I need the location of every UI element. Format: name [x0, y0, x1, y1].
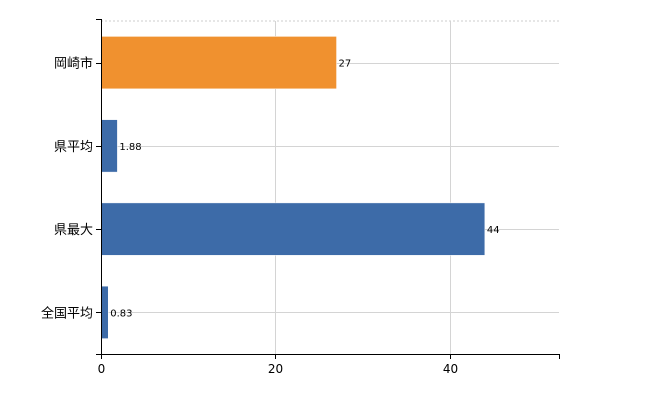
x-tick-label-0: 0 — [98, 362, 106, 376]
category-label-0: 岡崎市 — [54, 56, 93, 72]
bar-0 — [100, 36, 337, 90]
value-label-3: 0.83 — [110, 308, 132, 319]
value-label-1: 1.88 — [119, 142, 141, 153]
category-label-1: 県平均 — [54, 140, 93, 155]
axis-layer — [96, 19, 560, 359]
category-label-2: 県最大 — [54, 223, 93, 238]
bar-3 — [100, 285, 109, 339]
value-label-2: 44 — [487, 225, 500, 236]
category-label-3: 全国平均 — [41, 305, 93, 321]
value-label-0: 27 — [339, 59, 352, 70]
label-layer: 27 岡崎市 1.88 県平均 44 県最大 0.83 全国平均 0 20 40 — [41, 56, 500, 376]
bar-2 — [100, 202, 486, 256]
bar-layer — [100, 36, 486, 339]
x-tick-label-2: 40 — [443, 362, 458, 376]
x-tick-label-1: 20 — [268, 362, 283, 376]
bar-1 — [100, 119, 118, 173]
